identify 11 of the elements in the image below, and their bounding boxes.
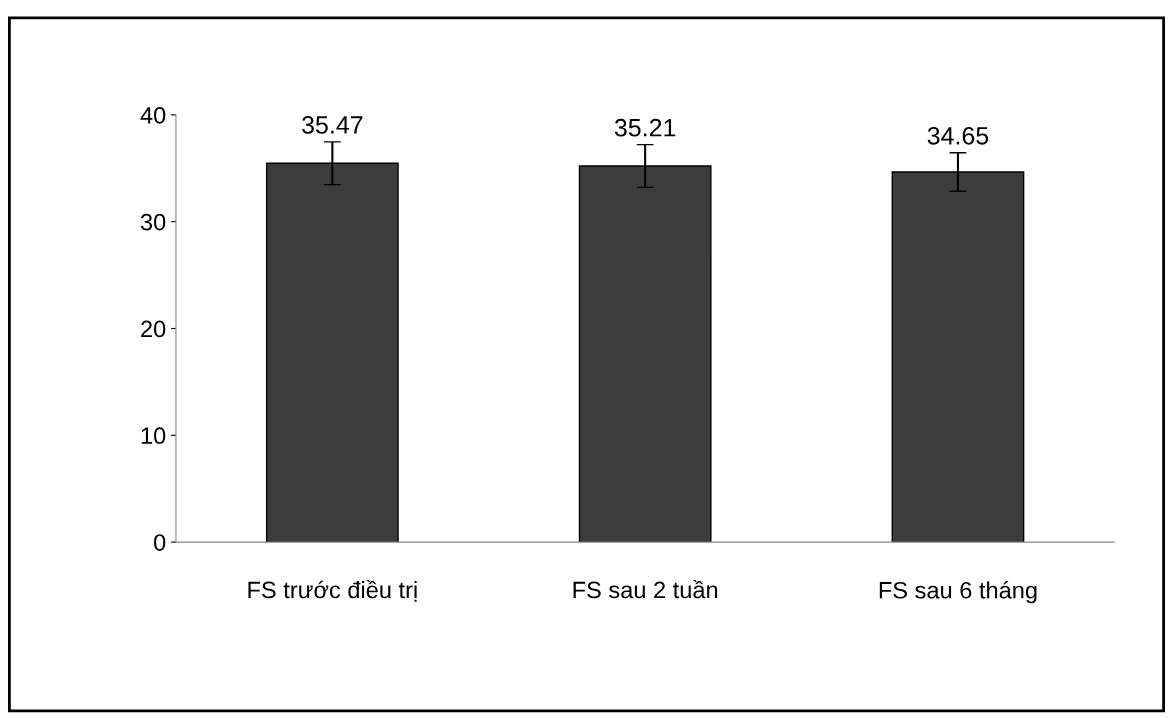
y-tick-label: 10	[141, 427, 166, 445]
y-tick-label: 40	[140, 106, 166, 124]
y-tick-label: 30	[140, 213, 166, 231]
x-tick-label: FS trước điều trị	[248, 579, 417, 602]
data-label: 34.65	[927, 126, 989, 145]
data-label: 35.47	[302, 116, 363, 134]
x-tick-label: FS sau 6 tháng	[879, 580, 1037, 604]
y-tick-label: 20	[141, 320, 166, 338]
y-tick-label: 0	[154, 534, 166, 551]
data-label: 35.21	[614, 118, 676, 137]
x-tick-label: FS sau 2 tuần	[573, 579, 718, 599]
